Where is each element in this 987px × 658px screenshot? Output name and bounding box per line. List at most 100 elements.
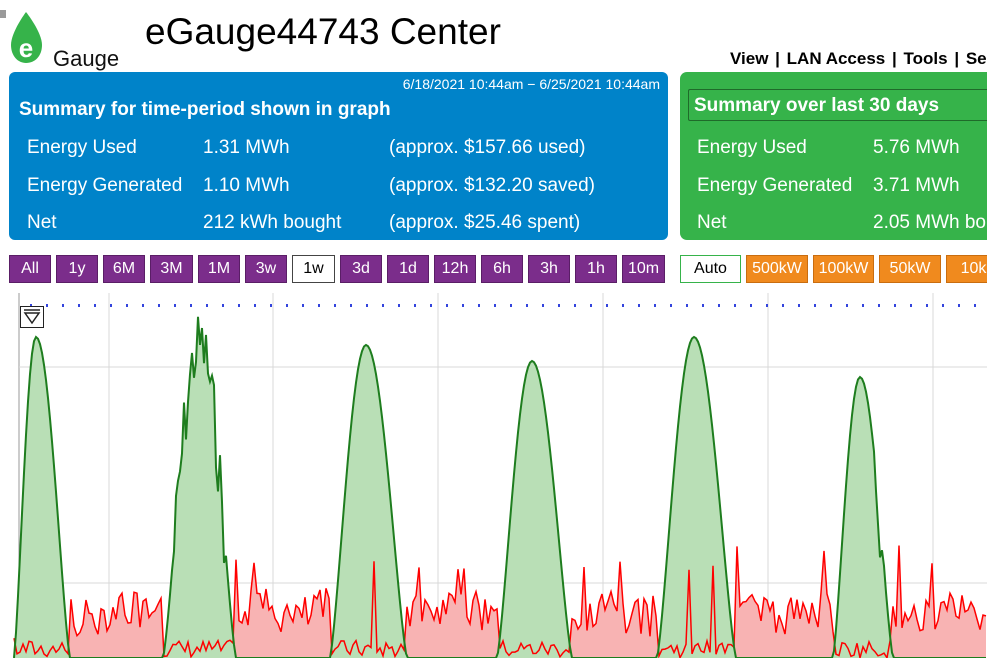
energy-generated-value: 1.10 MWh xyxy=(203,175,290,196)
graph-tick-mark xyxy=(526,304,528,307)
graph-tick-mark xyxy=(654,304,656,307)
graph-tick-mark xyxy=(622,304,624,307)
graph-tick-mark xyxy=(398,304,400,307)
time-button-6m[interactable]: 6M xyxy=(103,255,145,283)
triangle-down-icon xyxy=(23,309,41,325)
energy-generated-30-value: 3.71 MWh xyxy=(873,175,960,196)
scale-button-100kw[interactable]: 100kW xyxy=(813,255,874,283)
graph-tick-mark xyxy=(830,304,832,307)
graph-tick-mark xyxy=(606,304,608,307)
time-button-6h[interactable]: 6h xyxy=(481,255,523,283)
graph-tick-mark xyxy=(782,304,784,307)
graph-tick-mark xyxy=(350,304,352,307)
graph-tick-mark xyxy=(734,304,736,307)
graph-tick-mark xyxy=(206,304,208,307)
net-cost: (approx. $25.46 spent) xyxy=(389,212,581,233)
graph-tick-mark xyxy=(446,304,448,307)
svg-text:e: e xyxy=(19,33,33,63)
graph-tick-mark xyxy=(942,304,944,307)
graph-tick-mark xyxy=(686,304,688,307)
graph-tick-mark xyxy=(366,304,368,307)
graph-tick-mark xyxy=(62,304,64,307)
nav-separator: | xyxy=(892,49,897,68)
time-button-3m[interactable]: 3M xyxy=(150,255,193,283)
graph-tick-mark xyxy=(430,304,432,307)
nav-separator: | xyxy=(954,49,960,68)
graph-tick-mark xyxy=(910,304,912,307)
graph-tick-mark xyxy=(254,304,256,307)
graph-tick-mark xyxy=(142,304,144,307)
time-button-3w[interactable]: 3w xyxy=(245,255,287,283)
graph-tick-mark xyxy=(462,304,464,307)
time-button-1d[interactable]: 1d xyxy=(387,255,429,283)
graph-tick-mark xyxy=(30,304,32,307)
graph-tick-marks xyxy=(30,304,976,307)
energy-generated-line xyxy=(13,316,986,658)
time-button-3h[interactable]: 3h xyxy=(528,255,570,283)
scale-button-10kw[interactable]: 10k xyxy=(946,255,987,283)
nav-separator: | xyxy=(775,49,780,68)
graph-tick-mark xyxy=(670,304,672,307)
nav-settings[interactable]: Se xyxy=(965,49,987,68)
power-graph[interactable] xyxy=(0,293,987,658)
graph-tick-mark xyxy=(302,304,304,307)
graph-tick-mark xyxy=(238,304,240,307)
graph-tick-mark xyxy=(510,304,512,307)
time-button-all[interactable]: All xyxy=(9,255,51,283)
graph-tick-mark xyxy=(958,304,960,307)
nav-tools[interactable]: Tools xyxy=(903,49,948,68)
graph-tick-mark xyxy=(382,304,384,307)
energy-generated-30-label: Energy Generated xyxy=(697,175,853,196)
nav-lan-access[interactable]: LAN Access xyxy=(786,49,886,68)
energy-generated-label: Energy Generated xyxy=(27,175,183,196)
egauge-logo[interactable]: e Gauge xyxy=(8,10,123,71)
net-30-value: 2.05 MWh bo xyxy=(873,212,986,233)
graph-tick-mark xyxy=(974,304,976,307)
logo-text: Gauge xyxy=(53,46,120,71)
summary-30-days-panel: Summary over last 30 days Energy Used 5.… xyxy=(680,72,987,240)
nav-view[interactable]: View xyxy=(730,49,769,68)
corner-marker xyxy=(0,10,6,18)
period-range: 6/18/2021 10:44am − 6/25/2021 10:44am xyxy=(402,76,660,92)
page-title: eGauge44743 Center xyxy=(145,11,501,52)
zoom-dropdown-button[interactable] xyxy=(20,306,44,328)
top-nav: View | LAN Access | Tools | Se xyxy=(730,49,987,69)
graph-tick-mark xyxy=(814,304,816,307)
graph-tick-mark xyxy=(542,304,544,307)
graph-tick-mark xyxy=(78,304,80,307)
time-button-1m[interactable]: 1M xyxy=(198,255,240,283)
graph-tick-mark xyxy=(270,304,272,307)
time-button-1w[interactable]: 1w xyxy=(292,255,335,283)
summary-period-title: Summary for time-period shown in graph xyxy=(19,99,391,120)
time-button-3d[interactable]: 3d xyxy=(340,255,382,283)
graph-tick-mark xyxy=(126,304,128,307)
graph-tick-mark xyxy=(478,304,480,307)
graph-tick-mark xyxy=(878,304,880,307)
graph-tick-mark xyxy=(190,304,192,307)
energy-used-cost: (approx. $157.66 used) xyxy=(389,137,586,158)
graph-tick-mark xyxy=(862,304,864,307)
graph-tick-mark xyxy=(334,304,336,307)
graph-tick-mark xyxy=(846,304,848,307)
energy-used-30-label: Energy Used xyxy=(697,137,807,158)
scale-button-auto[interactable]: Auto xyxy=(680,255,741,283)
graph-tick-mark xyxy=(894,304,896,307)
scale-button-500kw[interactable]: 500kW xyxy=(746,255,808,283)
egauge-drop-icon: e xyxy=(11,12,42,63)
energy-used-line xyxy=(13,545,987,658)
graph-tick-mark xyxy=(558,304,560,307)
graph-tick-mark xyxy=(718,304,720,307)
graph-tick-mark xyxy=(414,304,416,307)
graph-tick-mark xyxy=(110,304,112,307)
time-button-1y[interactable]: 1y xyxy=(56,255,98,283)
energy-used-label: Energy Used xyxy=(27,137,137,158)
graph-tick-mark xyxy=(494,304,496,307)
graph-tick-mark xyxy=(638,304,640,307)
time-button-12h[interactable]: 12h xyxy=(434,255,476,283)
scale-button-50kw[interactable]: 50kW xyxy=(879,255,941,283)
graph-tick-mark xyxy=(926,304,928,307)
time-button-10m[interactable]: 10m xyxy=(622,255,665,283)
graph-tick-mark xyxy=(158,304,160,307)
energy-generated-cost: (approx. $132.20 saved) xyxy=(389,175,595,196)
time-button-1h[interactable]: 1h xyxy=(575,255,617,283)
